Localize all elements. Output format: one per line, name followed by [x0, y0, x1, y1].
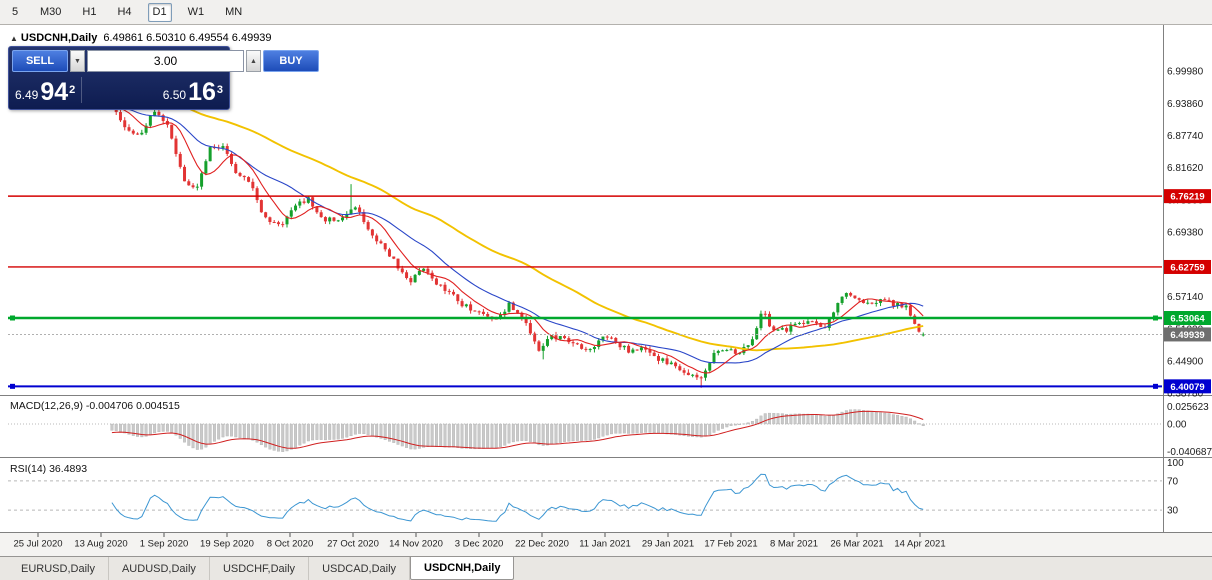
svg-text:6.81620: 6.81620	[1167, 163, 1204, 174]
svg-text:6.57140: 6.57140	[1167, 292, 1204, 303]
svg-text:13 Aug 2020: 13 Aug 2020	[74, 539, 127, 550]
svg-text:6.53064: 6.53064	[1170, 314, 1205, 325]
svg-text:6.99980: 6.99980	[1167, 67, 1204, 78]
sell-price: 6.49 94 2	[15, 78, 76, 107]
svg-text:6.62759: 6.62759	[1170, 262, 1204, 273]
svg-text:70: 70	[1167, 477, 1179, 488]
volume-input[interactable]	[87, 50, 244, 72]
svg-text:8 Oct 2020: 8 Oct 2020	[267, 539, 313, 550]
one-click-collapse-icon[interactable]: ▲	[10, 34, 18, 43]
moving-averages	[111, 84, 924, 374]
volume-stepper: ▼ ▲	[70, 50, 261, 72]
panel-separators	[0, 25, 1212, 533]
svg-text:14 Apr 2021: 14 Apr 2021	[894, 539, 945, 550]
buy-price-big: 16	[188, 78, 216, 107]
timeframe-button-5[interactable]: 5	[11, 5, 19, 18]
svg-text:17 Feb 2021: 17 Feb 2021	[704, 539, 757, 550]
hline-handle[interactable]	[10, 383, 15, 389]
buy-button[interactable]: BUY	[263, 50, 319, 72]
ma-55-line	[111, 84, 924, 352]
svg-text:30: 30	[1167, 506, 1179, 517]
price-badge-6.53064	[1164, 311, 1211, 325]
rsi-label: RSI(14) 36.4893	[10, 463, 87, 475]
price-badge-6.40079	[1164, 379, 1211, 394]
svg-text:6.93860: 6.93860	[1167, 99, 1204, 110]
svg-text:6.69380: 6.69380	[1167, 228, 1204, 239]
macd-panel	[8, 409, 1162, 452]
svg-text:14 Nov 2020: 14 Nov 2020	[389, 539, 443, 550]
price-badge-6.62759	[1164, 259, 1211, 274]
sell-button[interactable]: SELL	[12, 50, 68, 72]
candles-layer	[110, 99, 925, 388]
price-scale[interactable]: 6.999806.938606.877406.816206.755006.693…	[1164, 67, 1212, 517]
svg-text:0.00: 0.00	[1167, 420, 1187, 431]
svg-text:0.025623: 0.025623	[1167, 402, 1209, 413]
chart-canvas[interactable]: 6.999806.938606.877406.816206.755006.693…	[0, 25, 1212, 556]
chart-ohlc-values: 6.49861 6.50310 6.49554 6.49939	[103, 32, 272, 44]
sell-price-small: 6.49	[15, 88, 39, 102]
timeframe-toolbar: 5 M30 H1 H4 D1 W1 MN	[0, 0, 1212, 25]
chart-tab-usdcnh[interactable]: USDCNH,Daily	[410, 557, 515, 580]
date-axis[interactable]: 25 Jul 2020 13 Aug 2020 1 Sep 2020 19 Sep 2…	[13, 533, 946, 550]
svg-text:29 Jan 2021: 29 Jan 2021	[642, 539, 694, 550]
svg-text:19 Sep 2020: 19 Sep 2020	[200, 539, 254, 550]
volume-decrement-icon[interactable]: ▼	[70, 50, 85, 72]
timeframe-button-d1[interactable]: D1	[147, 2, 172, 22]
buy-price: 6.50 16 3	[162, 78, 223, 107]
ma-8-line	[111, 105, 924, 374]
hline-handle[interactable]	[10, 315, 15, 321]
sell-price-big: 94	[40, 78, 69, 107]
hline-handle[interactable]	[1153, 383, 1158, 389]
macd-signal-line	[111, 410, 924, 449]
chart-header: ▲ USDCNH,Daily 6.49861 6.50310 6.49554 6.4…	[10, 32, 272, 44]
svg-text:6.87740: 6.87740	[1167, 131, 1204, 142]
svg-text:6.44900: 6.44900	[1167, 356, 1204, 367]
svg-text:3 Dec 2020: 3 Dec 2020	[455, 539, 504, 550]
rsi-panel	[8, 473, 1162, 522]
rsi-line	[111, 473, 924, 522]
price-badge-6.76219	[1164, 189, 1211, 204]
svg-text:6.40079: 6.40079	[1170, 382, 1204, 393]
chart-tab-audusd[interactable]: AUDUSD,Daily	[109, 557, 210, 580]
svg-text:100: 100	[1167, 458, 1184, 469]
buy-price-small: 6.50	[162, 88, 187, 102]
svg-text:26 Mar 2021: 26 Mar 2021	[830, 539, 883, 550]
price-display: 6.49 94 2 6.50 16 3	[12, 72, 226, 106]
svg-text:22 Dec 2020: 22 Dec 2020	[515, 539, 569, 550]
chart-window[interactable]: 6.999806.938606.877406.816206.755006.693…	[0, 25, 1212, 556]
svg-text:11 Jan 2021: 11 Jan 2021	[579, 539, 631, 550]
price-divider	[81, 77, 83, 103]
svg-text:25 Jul 2020: 25 Jul 2020	[13, 539, 62, 550]
chart-tab-usdcad[interactable]: USDCAD,Daily	[309, 557, 411, 580]
svg-text:27 Oct 2020: 27 Oct 2020	[327, 539, 379, 550]
svg-text:6.49939: 6.49939	[1170, 330, 1204, 341]
sell-price-sup: 2	[69, 84, 76, 97]
date-axis-strip[interactable]	[0, 533, 1212, 556]
macd-label: MACD(12,26,9) -0.004706 0.004515	[10, 400, 180, 412]
svg-text:6.76219: 6.76219	[1170, 192, 1204, 203]
chart-tab-eurusd[interactable]: EURUSD,Daily	[8, 557, 109, 580]
timeframe-button-h4[interactable]: H4	[117, 5, 132, 18]
ma-20-line	[111, 103, 924, 364]
one-click-trading-panel: SELL ▼ ▲ BUY 6.49 94 2 6.50 16 3	[8, 46, 319, 110]
timeframe-button-h1[interactable]: H1	[82, 5, 97, 18]
svg-text:-0.040687: -0.040687	[1167, 447, 1212, 458]
timeframe-button-w1[interactable]: W1	[187, 5, 205, 18]
svg-text:8 Mar 2021: 8 Mar 2021	[770, 539, 818, 550]
buy-price-sup: 3	[216, 84, 223, 97]
symbol-tabs-bar: EURUSD,Daily AUDUSD,Daily USDCHF,Daily USDC…	[0, 556, 1212, 580]
hline-handle[interactable]	[1153, 315, 1158, 321]
svg-text:6.38780: 6.38780	[1167, 389, 1204, 400]
chart-title: USDCNH,Daily	[20, 32, 98, 44]
price-badge-6.49939	[1164, 327, 1211, 342]
timeframe-button-mn[interactable]: MN	[225, 5, 243, 18]
hline-objects	[8, 195, 1162, 389]
volume-increment-icon[interactable]: ▲	[246, 50, 261, 72]
chart-tab-usdchf[interactable]: USDCHF,Daily	[210, 557, 310, 580]
svg-text:1 Sep 2020: 1 Sep 2020	[140, 539, 189, 550]
timeframe-button-m30[interactable]: M30	[40, 5, 62, 18]
